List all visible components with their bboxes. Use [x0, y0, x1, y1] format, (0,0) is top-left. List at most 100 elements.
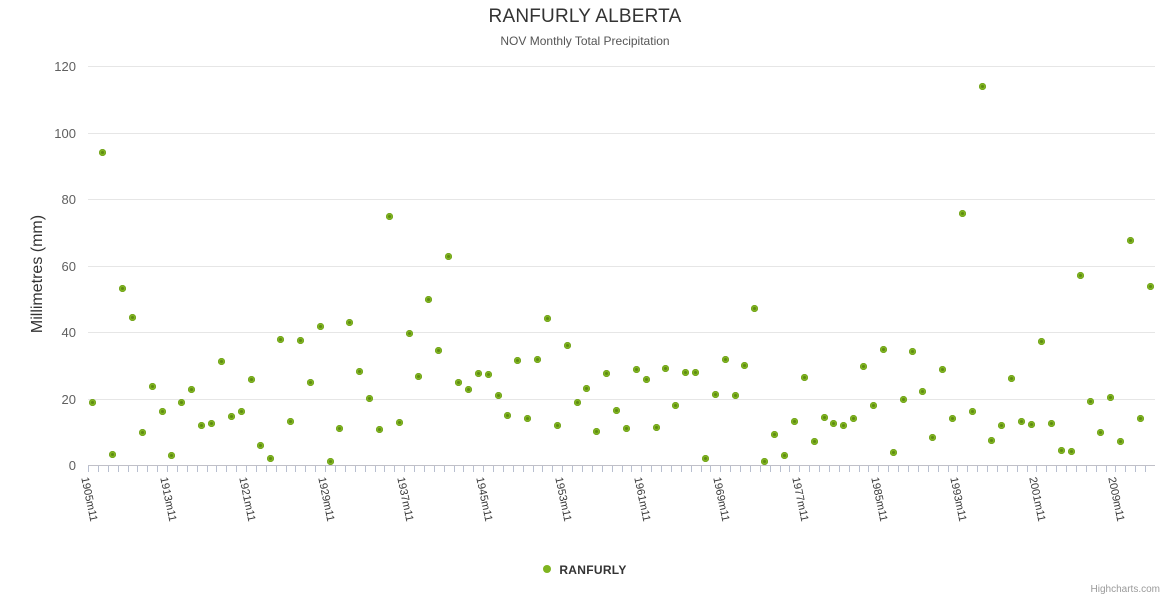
scatter-point[interactable] [158, 407, 166, 415]
scatter-point[interactable] [395, 418, 403, 426]
scatter-point[interactable] [692, 369, 700, 377]
scatter-point[interactable] [889, 448, 897, 456]
scatter-point[interactable] [781, 451, 788, 459]
scatter-point[interactable] [366, 395, 374, 403]
scatter-point[interactable] [879, 345, 887, 353]
scatter-point[interactable] [306, 379, 314, 387]
scatter-point[interactable] [454, 378, 462, 386]
scatter-point[interactable] [1087, 398, 1095, 406]
scatter-point[interactable] [356, 368, 364, 376]
scatter-point[interactable] [909, 347, 917, 355]
scatter-point[interactable] [267, 455, 275, 463]
scatter-point[interactable] [128, 313, 136, 321]
scatter-point[interactable] [316, 322, 324, 330]
scatter-point[interactable] [948, 414, 956, 422]
scatter-point[interactable] [721, 356, 729, 364]
scatter-point[interactable] [850, 414, 858, 422]
scatter-point[interactable] [682, 369, 690, 377]
scatter-point[interactable] [1057, 446, 1065, 454]
scatter-point[interactable] [711, 391, 719, 398]
scatter-point[interactable] [929, 434, 937, 442]
scatter-point[interactable] [958, 210, 966, 218]
scatter-point[interactable] [869, 402, 877, 410]
scatter-point[interactable] [642, 375, 650, 383]
scatter-point[interactable] [1136, 414, 1144, 422]
scatter-point[interactable] [1116, 438, 1124, 446]
scatter-point[interactable] [919, 388, 927, 396]
scatter-point[interactable] [227, 412, 235, 420]
scatter-point[interactable] [593, 428, 601, 436]
scatter-point[interactable] [553, 421, 561, 429]
scatter-point[interactable] [257, 441, 265, 449]
scatter-point[interactable] [484, 371, 492, 379]
scatter-point[interactable] [237, 408, 245, 416]
scatter-point[interactable] [435, 347, 443, 355]
scatter-point[interactable] [148, 383, 156, 391]
scatter-point[interactable] [701, 454, 709, 462]
scatter-point[interactable] [761, 458, 769, 466]
scatter-point[interactable] [1146, 282, 1154, 290]
scatter-point[interactable] [939, 366, 947, 374]
scatter-point[interactable] [445, 253, 453, 261]
scatter-point[interactable] [514, 357, 522, 365]
scatter-point[interactable] [415, 373, 423, 381]
scatter-point[interactable] [662, 365, 670, 373]
scatter-point[interactable] [830, 419, 838, 427]
scatter-point[interactable] [968, 407, 976, 415]
scatter-point[interactable] [1047, 419, 1055, 427]
scatter-point[interactable] [425, 295, 433, 303]
scatter-point[interactable] [464, 385, 472, 393]
scatter-point[interactable] [622, 425, 630, 433]
scatter-point[interactable] [138, 428, 146, 436]
scatter-point[interactable] [524, 414, 532, 422]
scatter-point[interactable] [603, 370, 611, 378]
scatter-point[interactable] [534, 356, 542, 364]
scatter-point[interactable] [613, 406, 621, 414]
scatter-point[interactable] [573, 398, 581, 406]
scatter-point[interactable] [741, 362, 749, 370]
scatter-point[interactable] [198, 421, 206, 429]
scatter-point[interactable] [978, 82, 986, 90]
legend[interactable]: RANFURLY [0, 562, 1170, 577]
scatter-point[interactable] [860, 363, 868, 371]
scatter-point[interactable] [188, 386, 196, 394]
scatter-point[interactable] [1107, 394, 1115, 402]
scatter-point[interactable] [899, 396, 907, 404]
scatter-point[interactable] [207, 420, 215, 428]
scatter-point[interactable] [583, 385, 591, 393]
scatter-point[interactable] [672, 401, 680, 409]
scatter-point[interactable] [563, 341, 571, 349]
scatter-point[interactable] [1037, 338, 1045, 346]
credits-label[interactable]: Highcharts.com [1090, 584, 1160, 595]
scatter-point[interactable] [99, 148, 107, 156]
scatter-point[interactable] [1028, 420, 1035, 428]
scatter-point[interactable] [247, 376, 255, 384]
scatter-point[interactable] [385, 213, 393, 221]
scatter-point[interactable] [988, 436, 996, 444]
legend-item-ranfurly[interactable]: RANFURLY [559, 562, 627, 577]
scatter-point[interactable] [751, 304, 759, 312]
scatter-point[interactable] [1126, 237, 1134, 245]
scatter-point[interactable] [217, 358, 225, 366]
scatter-point[interactable] [771, 430, 779, 438]
scatter-point[interactable] [336, 424, 344, 432]
scatter-point[interactable] [790, 417, 798, 425]
scatter-point[interactable] [346, 318, 354, 326]
scatter-point[interactable] [504, 411, 512, 419]
scatter-point[interactable] [474, 370, 482, 378]
scatter-point[interactable] [731, 392, 739, 400]
scatter-point[interactable] [375, 426, 383, 434]
scatter-point[interactable] [543, 314, 551, 322]
scatter-point[interactable] [1008, 374, 1016, 382]
scatter-point[interactable] [632, 366, 640, 374]
scatter-point[interactable] [1018, 418, 1026, 426]
scatter-point[interactable] [119, 285, 127, 293]
scatter-point[interactable] [800, 374, 808, 382]
scatter-point[interactable] [168, 451, 176, 459]
scatter-point[interactable] [405, 329, 413, 337]
scatter-point[interactable] [810, 437, 818, 445]
scatter-point[interactable] [287, 418, 295, 426]
scatter-point[interactable] [494, 391, 502, 399]
scatter-point[interactable] [296, 336, 304, 344]
scatter-point[interactable] [1097, 428, 1105, 436]
